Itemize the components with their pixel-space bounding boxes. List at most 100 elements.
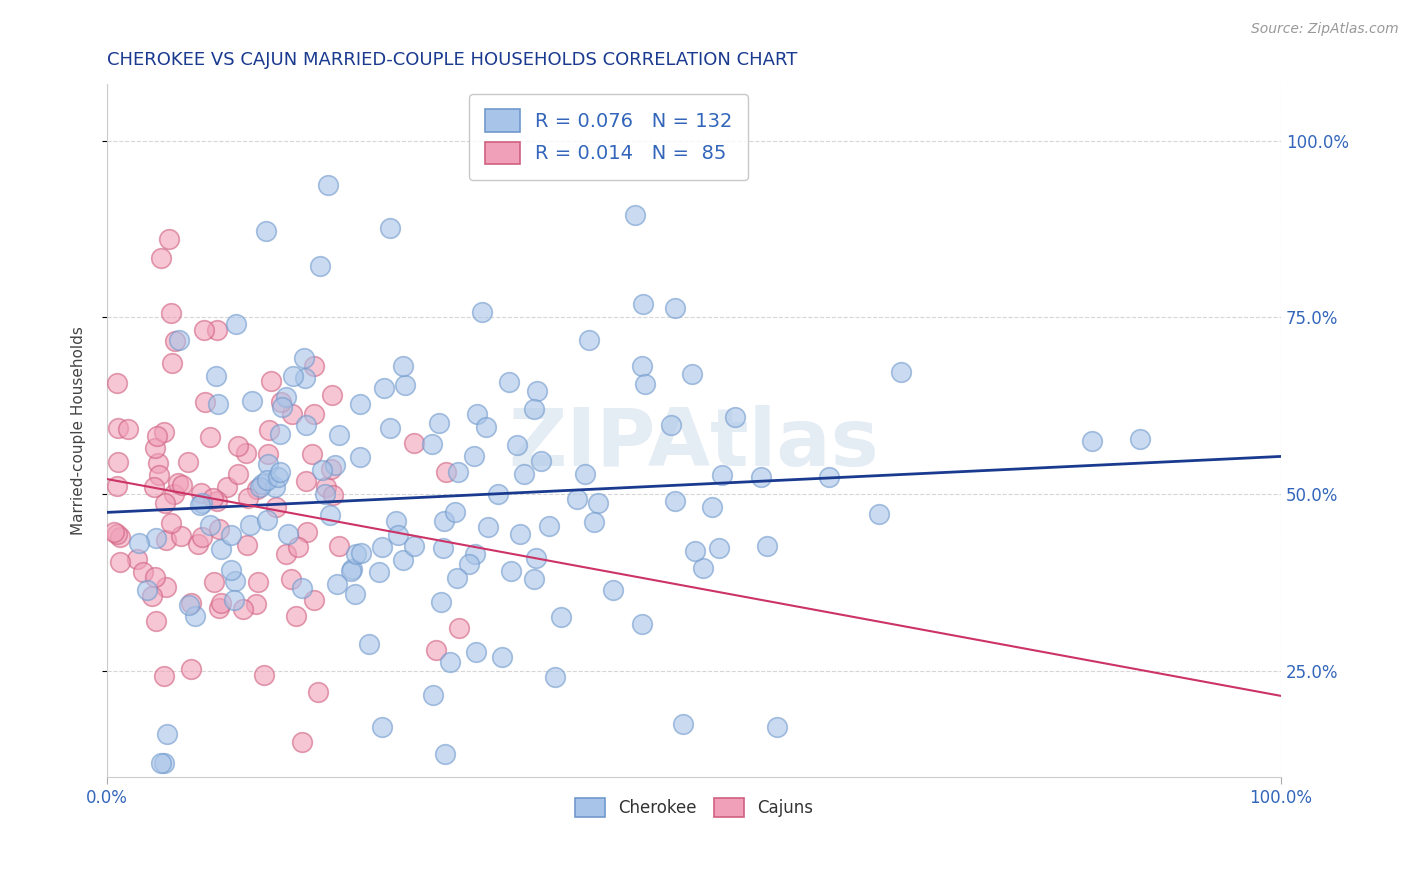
Point — [387, 528, 409, 542]
Point — [257, 457, 280, 471]
Point — [294, 371, 316, 385]
Point — [664, 301, 686, 315]
Point — [449, 622, 471, 636]
Legend: Cherokee, Cajuns: Cherokee, Cajuns — [568, 791, 820, 824]
Point — [373, 381, 395, 395]
Point — [506, 438, 529, 452]
Point — [328, 428, 350, 442]
Point — [167, 333, 190, 347]
Point — [530, 454, 553, 468]
Point — [672, 717, 695, 731]
Point — [105, 376, 128, 390]
Point — [240, 393, 263, 408]
Point — [432, 541, 454, 555]
Point — [208, 601, 231, 615]
Point — [155, 581, 177, 595]
Point — [149, 251, 172, 265]
Point — [145, 531, 167, 545]
Point — [302, 593, 325, 607]
Point — [209, 596, 232, 610]
Point — [392, 359, 415, 373]
Point — [254, 224, 277, 238]
Point — [190, 485, 212, 500]
Point — [167, 475, 190, 490]
Point — [301, 447, 323, 461]
Point — [523, 401, 546, 416]
Point — [681, 368, 703, 382]
Point — [458, 558, 481, 572]
Point — [422, 688, 444, 702]
Point — [371, 720, 394, 734]
Point — [631, 297, 654, 311]
Point — [574, 467, 596, 481]
Point — [146, 428, 169, 442]
Point — [245, 598, 267, 612]
Point — [295, 524, 318, 539]
Point — [209, 542, 232, 557]
Point — [128, 536, 150, 550]
Point — [501, 564, 523, 578]
Point — [602, 582, 624, 597]
Point — [463, 449, 485, 463]
Point — [163, 487, 186, 501]
Point — [631, 617, 654, 632]
Point — [208, 522, 231, 536]
Point — [342, 561, 364, 575]
Point — [321, 462, 343, 476]
Point — [344, 547, 367, 561]
Point — [550, 610, 572, 624]
Point — [125, 551, 148, 566]
Point — [163, 334, 186, 348]
Point — [205, 369, 228, 384]
Point — [277, 527, 299, 541]
Point — [328, 540, 350, 554]
Text: ZIPAtlas: ZIPAtlas — [509, 405, 879, 483]
Point — [447, 465, 470, 479]
Point — [380, 421, 402, 435]
Point — [269, 465, 291, 479]
Point — [343, 587, 366, 601]
Point — [427, 416, 450, 430]
Point — [325, 577, 347, 591]
Point — [142, 480, 165, 494]
Point — [238, 491, 260, 505]
Point — [207, 397, 229, 411]
Point — [295, 417, 318, 432]
Point — [149, 756, 172, 770]
Point — [634, 376, 657, 391]
Point — [191, 530, 214, 544]
Point — [200, 517, 222, 532]
Point — [108, 530, 131, 544]
Point — [141, 589, 163, 603]
Point — [110, 555, 132, 569]
Point — [215, 480, 238, 494]
Point — [247, 574, 270, 589]
Point — [202, 574, 225, 589]
Point — [105, 527, 128, 541]
Point — [309, 259, 332, 273]
Point — [402, 436, 425, 450]
Point — [263, 480, 285, 494]
Point — [148, 456, 170, 470]
Point — [170, 529, 193, 543]
Point — [205, 494, 228, 508]
Point — [117, 421, 139, 435]
Point — [224, 574, 246, 589]
Point — [232, 602, 254, 616]
Point — [378, 220, 401, 235]
Point — [491, 650, 513, 665]
Point — [280, 572, 302, 586]
Point — [219, 527, 242, 541]
Point — [304, 359, 326, 373]
Point — [246, 482, 269, 496]
Point — [692, 561, 714, 575]
Point — [153, 669, 176, 683]
Point — [156, 727, 179, 741]
Point — [271, 400, 294, 414]
Point — [349, 396, 371, 410]
Point — [193, 395, 215, 409]
Point — [281, 408, 304, 422]
Point — [710, 467, 733, 482]
Point — [132, 565, 155, 579]
Point — [578, 334, 600, 348]
